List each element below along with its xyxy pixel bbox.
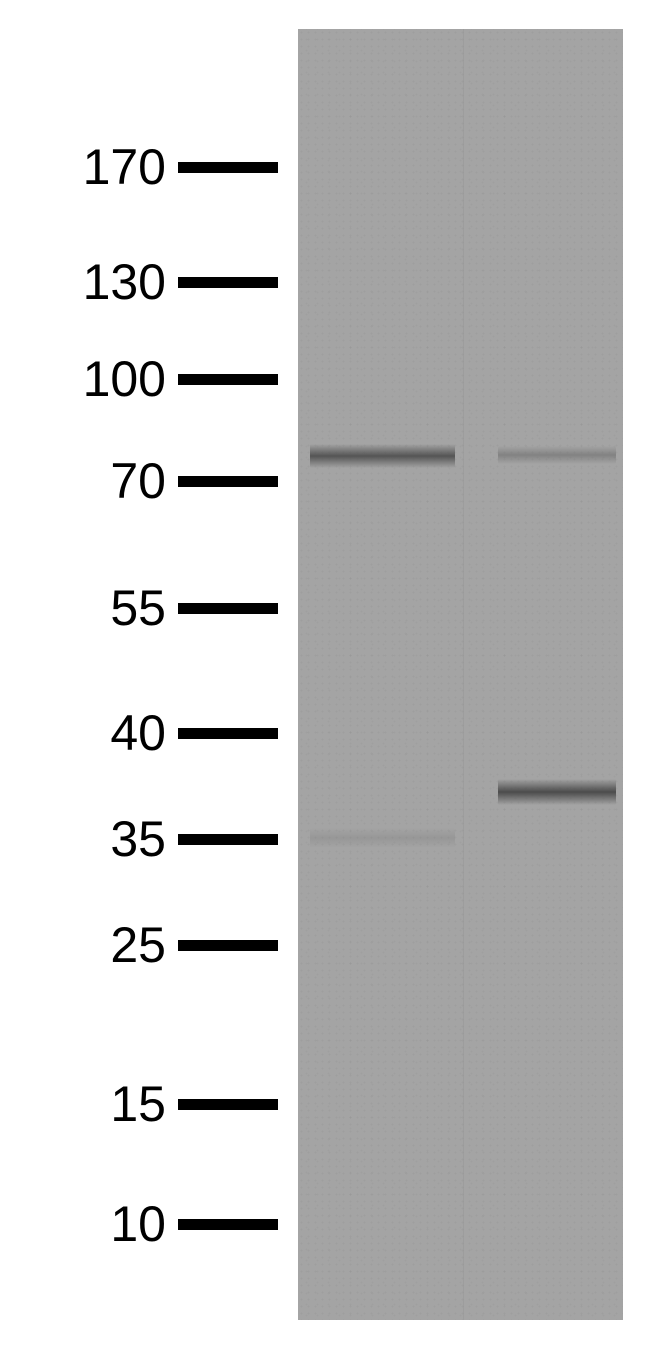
ladder-tick-170: [178, 162, 278, 173]
blot-membrane: [298, 29, 623, 1320]
ladder-tick-10: [178, 1219, 278, 1230]
ladder-label-100: 100: [0, 350, 166, 408]
band-lane1-75kDa: [310, 444, 455, 468]
lane-divider: [463, 29, 464, 1320]
ladder-label-35: 35: [0, 810, 166, 868]
ladder-tick-70: [178, 476, 278, 487]
ladder-tick-130: [178, 277, 278, 288]
ladder-tick-40: [178, 728, 278, 739]
ladder-label-10: 10: [0, 1195, 166, 1253]
ladder-label-25: 25: [0, 916, 166, 974]
ladder-label-170: 170: [0, 138, 166, 196]
ladder-tick-100: [178, 374, 278, 385]
ladder-tick-55: [178, 603, 278, 614]
figure-canvas: 170 130 100 70 55 40 35 25 15 10: [0, 0, 650, 1349]
ladder-label-70: 70: [0, 452, 166, 510]
band-lane2-75kDa: [498, 446, 616, 464]
band-lane2-38kDa: [498, 779, 616, 805]
ladder-label-15: 15: [0, 1075, 166, 1133]
ladder-label-55: 55: [0, 579, 166, 637]
ladder-label-130: 130: [0, 253, 166, 311]
ladder-tick-35: [178, 834, 278, 845]
ladder-tick-15: [178, 1099, 278, 1110]
ladder-label-40: 40: [0, 704, 166, 762]
membrane-noise: [298, 29, 623, 1320]
ladder-tick-25: [178, 940, 278, 951]
band-lane1-35kDa: [310, 828, 455, 848]
